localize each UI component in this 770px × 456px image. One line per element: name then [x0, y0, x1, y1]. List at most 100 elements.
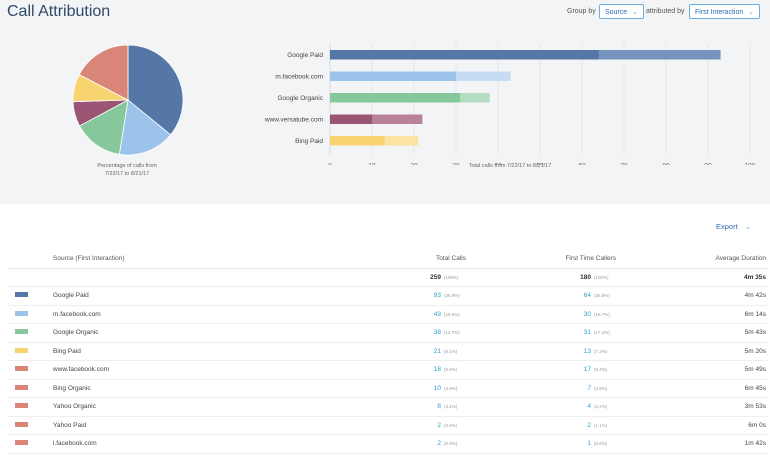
chevron-down-icon: ⌄ — [632, 9, 639, 16]
average-duration-column-header[interactable]: Average Duration — [618, 250, 768, 269]
source-cell: m.facebook.com — [53, 305, 338, 324]
series-color-swatch — [15, 421, 28, 427]
x-tick-label: 10 — [368, 163, 376, 166]
bar-first-time[interactable] — [330, 93, 461, 103]
total-calls-link[interactable]: 2 — [437, 421, 441, 429]
series-color-swatch — [15, 384, 28, 390]
total-calls-pct: (6.9%) — [444, 367, 458, 373]
source-cell: Yahoo Paid — [53, 416, 338, 435]
series-color-swatch — [15, 347, 28, 353]
export-button[interactable]: Export ⌄ — [716, 222, 751, 231]
x-tick-label: 0 — [328, 163, 332, 166]
first-time-link[interactable]: 1 — [587, 440, 591, 448]
x-tick-label: 40 — [494, 163, 502, 166]
table-row: www.facebook.com 18 (6.9%) 17 (9.4%) 5m 49s — [8, 360, 768, 380]
first-time-link[interactable]: 64 — [583, 292, 591, 300]
x-tick-label: 30 — [452, 163, 460, 166]
duration-cell: 1m 42s — [618, 434, 768, 454]
bar-total[interactable] — [330, 114, 423, 125]
first-time-pct: (17.2%) — [594, 330, 610, 336]
table-row: Bing Paid 21 (8.1%) 13 (7.2%) 5m 20s — [8, 342, 768, 361]
first-time-cell: 30 (16.7%) — [468, 305, 618, 324]
first-time-link[interactable]: 31 — [583, 329, 591, 337]
page-title: Call Attribution — [7, 3, 111, 20]
pie-slice[interactable] — [78, 99, 129, 155]
first-time-link[interactable]: 13 — [583, 347, 591, 355]
source-column-header[interactable]: Source (First Interaction) — [53, 250, 338, 269]
first-time-link[interactable]: 7 — [587, 384, 591, 392]
pie-caption-line1: Percentage of calls from — [97, 163, 157, 169]
total-calls-link[interactable]: 10 — [433, 384, 441, 392]
row-swatch-cell — [8, 360, 53, 380]
bar-first-time[interactable] — [330, 50, 599, 60]
total-calls-pct: (14.7%) — [444, 330, 460, 336]
table-row: l.facebook.com 2 (0.8%) 1 (0.6%) 1m 42s — [8, 434, 768, 454]
pie-slice[interactable] — [78, 44, 129, 101]
row-swatch-cell — [8, 434, 53, 454]
pie-slice[interactable] — [118, 99, 172, 156]
row-swatch-cell — [8, 416, 53, 435]
first-time-link[interactable]: 17 — [583, 366, 591, 374]
first-time-cell: 2 (1.1%) — [468, 416, 618, 435]
category-label: Bing Paid — [295, 138, 323, 145]
group-by-select[interactable]: Source ⌄ — [599, 4, 645, 19]
total-calls-link[interactable]: 2 — [437, 440, 441, 448]
bar-first-time[interactable] — [330, 136, 385, 146]
total-calls-link[interactable]: 18 — [433, 366, 441, 374]
total-calls-link[interactable]: 93 — [433, 292, 441, 300]
total-calls-link[interactable]: 38 — [433, 329, 441, 337]
total-calls-pct: (35.9%) — [444, 293, 460, 299]
total-calls-link[interactable]: 8 — [437, 403, 441, 411]
total-calls-column-header[interactable]: Total Calls — [338, 250, 468, 269]
first-time-pct: (3.9%) — [594, 385, 608, 391]
source-cell: Google Organic — [53, 323, 338, 343]
total-source-cell — [53, 268, 338, 287]
first-time-pct: (1.1%) — [594, 422, 608, 428]
first-time-callers-column-header[interactable]: First Time Callers — [468, 250, 618, 269]
total-calls-link[interactable]: 43 — [433, 310, 441, 318]
bar-first-time[interactable] — [330, 114, 372, 125]
first-time-link[interactable]: 2 — [587, 421, 591, 429]
first-time-pct: (9.4%) — [594, 367, 608, 373]
export-label: Export — [716, 222, 738, 231]
total-calls-link[interactable]: 21 — [433, 347, 441, 355]
source-cell: Google Paid — [53, 286, 338, 306]
chevron-down-icon: ⌄ — [744, 222, 752, 231]
total-row: 259 (100%) 180 (100%) 4m 35s — [8, 268, 768, 287]
total-calls-pct: (3.1%) — [444, 404, 458, 410]
series-color-swatch — [15, 440, 28, 446]
swatch-column-header — [8, 250, 53, 269]
category-label: Google Organic — [277, 95, 323, 102]
table-row: Google Organic 38 (14.7%) 31 (17.2%) 5m 43s — [8, 323, 768, 343]
attributed-by-label: attributed by — [646, 8, 685, 15]
first-time-link[interactable]: 30 — [583, 310, 591, 318]
source-cell: Yahoo Organic — [53, 397, 338, 417]
first-time-cell: 1 (0.6%) — [468, 434, 618, 454]
first-time-link[interactable]: 4 — [587, 403, 591, 411]
row-swatch-cell — [8, 305, 53, 324]
total-calls-cell: 21 (8.1%) — [338, 342, 468, 361]
group-by-label: Group by — [567, 8, 596, 15]
pie-caption: Percentage of calls from 7/22/17 to 8/21… — [82, 162, 172, 178]
duration-cell: 6m 14s — [618, 305, 768, 324]
first-time-cell: 4 (2.2%) — [468, 397, 618, 417]
x-tick-label: 50 — [536, 163, 544, 166]
total-calls-pct: (3.9%) — [444, 385, 458, 391]
total-calls-value: 259 — [430, 273, 441, 281]
x-tick-label: 20 — [410, 163, 418, 166]
total-calls-cell: 259 (100%) — [338, 268, 468, 287]
total-calls-cell: 2 (0.8%) — [338, 416, 468, 435]
total-calls-cell: 8 (3.1%) — [338, 397, 468, 417]
total-calls-pct: (0.8%) — [444, 422, 458, 428]
pie-slice[interactable] — [127, 44, 184, 136]
series-color-swatch — [15, 329, 28, 335]
duration-cell: 4m 42s — [618, 286, 768, 306]
first-time-cell: 64 (35.6%) — [468, 286, 618, 306]
duration-cell: 5m 49s — [618, 360, 768, 380]
bar-first-time[interactable] — [330, 71, 456, 82]
x-tick-label: 90 — [704, 163, 712, 166]
attributed-by-select[interactable]: First Interaction ⌄ — [689, 4, 761, 19]
total-first-pct: (100%) — [594, 274, 609, 280]
source-cell: Bing Paid — [53, 342, 338, 361]
first-time-cell: 13 (7.2%) — [468, 342, 618, 361]
